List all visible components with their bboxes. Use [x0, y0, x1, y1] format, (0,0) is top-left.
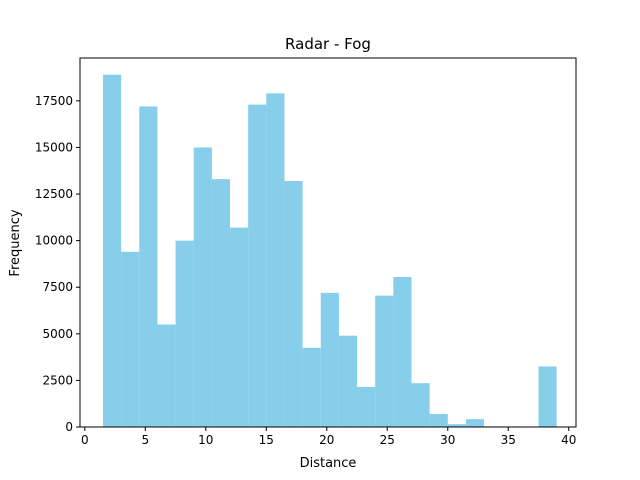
histogram-bar-25 [538, 366, 557, 427]
histogram-bar-5 [175, 240, 194, 427]
x-tick-label: 35 [501, 433, 516, 447]
histogram-bar-6 [193, 147, 212, 427]
histogram-bar-19 [429, 413, 448, 427]
histogram-bar-3 [139, 106, 158, 427]
y-axis-label: Frequency [8, 209, 23, 276]
x-tick-label: 30 [440, 433, 455, 447]
histogram-bar-18 [411, 383, 430, 427]
histogram-bar-12 [302, 347, 321, 427]
x-tick-label: 0 [81, 433, 89, 447]
histogram-bar-10 [266, 93, 285, 427]
histogram-bar-7 [211, 179, 231, 427]
histogram-bar-2 [121, 251, 140, 427]
histogram-bar-15 [357, 386, 376, 427]
y-tick-label: 15000 [35, 140, 73, 154]
y-tick-label: 2500 [42, 373, 73, 387]
histogram-bar-13 [320, 292, 339, 427]
chart-title: Radar - Fog [285, 35, 371, 53]
x-tick-label: 40 [561, 433, 576, 447]
x-tick-label: 15 [259, 433, 274, 447]
histogram-bar-8 [230, 227, 249, 427]
bars-group [102, 74, 557, 428]
x-tick-label: 25 [380, 433, 395, 447]
y-tick-label: 17500 [35, 94, 73, 108]
y-tick-label: 12500 [35, 187, 73, 201]
x-tick-label: 5 [142, 433, 150, 447]
plot-frame [79, 57, 577, 428]
histogram-bar-4 [157, 324, 176, 427]
y-tick-label: 0 [65, 420, 73, 434]
histogram-bar-9 [248, 104, 267, 427]
histogram-bar-14 [338, 335, 358, 427]
x-axis-ticks: 0 5 10 15 20 25 30 35 40 [81, 427, 576, 447]
histogram-bar-20 [447, 424, 466, 427]
x-tick-label: 20 [319, 433, 334, 447]
histogram-bar-21 [465, 419, 485, 427]
y-tick-label: 7500 [42, 280, 73, 294]
histogram-bar-1 [102, 74, 122, 428]
x-tick-label: 10 [198, 433, 213, 447]
y-axis-ticks: 0 2500 5000 7500 10000 12500 15000 17500 [35, 94, 80, 434]
x-axis-label: Distance [300, 456, 357, 471]
histogram-bar-11 [284, 181, 303, 427]
histogram-bar-16 [375, 295, 394, 427]
y-tick-label: 10000 [35, 234, 73, 248]
histogram-bar-17 [393, 276, 412, 427]
y-tick-label: 5000 [42, 327, 73, 341]
